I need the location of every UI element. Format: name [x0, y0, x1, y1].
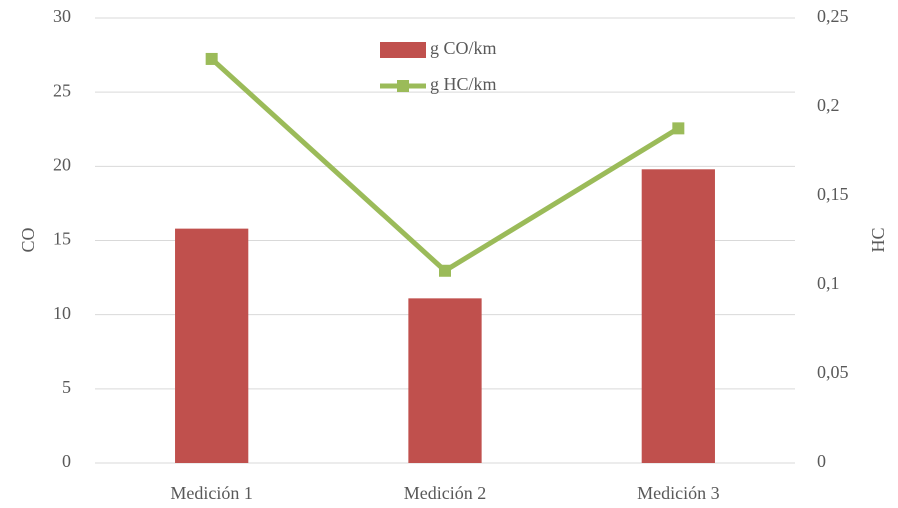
y2-tick-label: 0,15: [817, 184, 849, 204]
bar: [175, 228, 249, 463]
y-axis-title: CO: [18, 227, 38, 252]
y-tick-label: 15: [53, 229, 71, 249]
x-tick-label: Medición 2: [404, 483, 487, 503]
line-marker: [439, 264, 451, 277]
y2-tick-label: 0,25: [817, 6, 849, 26]
legend-label: g CO/km: [430, 38, 497, 58]
legend-swatch-marker: [397, 80, 409, 92]
legend-swatch: [380, 42, 426, 58]
y2-axis-title: HC: [868, 227, 888, 252]
line-marker: [672, 122, 685, 135]
legend-label: g HC/km: [430, 74, 497, 94]
x-tick-label: Medición 1: [170, 483, 253, 503]
y2-tick-label: 0,05: [817, 362, 849, 382]
y2-tick-label: 0: [817, 451, 826, 471]
y2-tick-label: 0,2: [817, 95, 840, 115]
bar: [641, 169, 715, 464]
y2-tick-label: 0,1: [817, 273, 840, 293]
y-tick-label: 10: [53, 303, 71, 323]
y-tick-label: 20: [53, 154, 71, 174]
y-tick-label: 5: [62, 377, 71, 397]
line-marker: [205, 52, 218, 65]
y-tick-label: 30: [53, 6, 71, 26]
y-tick-label: 25: [53, 80, 71, 100]
x-tick-label: Medición 3: [637, 483, 720, 503]
bar: [408, 298, 482, 463]
y-tick-label: 0: [62, 451, 71, 471]
